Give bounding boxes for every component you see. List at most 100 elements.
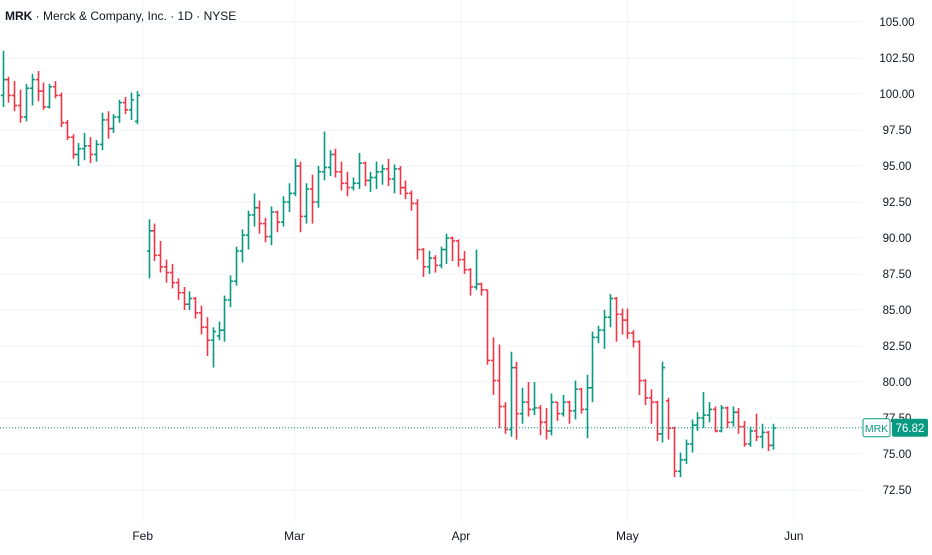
ohlc-bar bbox=[0, 50, 7, 107]
price-tag-symbol-bg bbox=[862, 418, 891, 438]
ohlc-bar bbox=[525, 382, 532, 417]
ohlc-bar bbox=[46, 83, 53, 109]
y-tick-label: 92.50 bbox=[883, 197, 912, 209]
ohlc-bar bbox=[116, 99, 123, 123]
ohlc-bar bbox=[735, 407, 742, 434]
ohlc-bar bbox=[443, 233, 450, 264]
ohlc-bar bbox=[578, 387, 585, 414]
y-tick-label: 90.00 bbox=[883, 233, 912, 245]
ohlc-bar bbox=[642, 379, 649, 406]
title-sep: · bbox=[35, 9, 40, 23]
ohlc-bar bbox=[543, 407, 550, 440]
price-axis[interactable]: 105.00 102.50 100.00 97.50 95.00 92.50 90.00 87… bbox=[879, 17, 914, 497]
ohlc-bar bbox=[601, 310, 608, 349]
ohlc-bar bbox=[700, 392, 707, 429]
ohlc-bar bbox=[262, 217, 269, 243]
ohlc-bar bbox=[426, 250, 433, 274]
ohlc-bar bbox=[694, 412, 701, 431]
ohlc-bar bbox=[613, 297, 620, 342]
symbol-ticker: MRK bbox=[5, 9, 33, 23]
ohlc-bar bbox=[461, 250, 468, 274]
ohlc-bar bbox=[134, 91, 141, 125]
y-tick-label: 102.50 bbox=[879, 53, 914, 65]
ohlc-bar bbox=[373, 161, 380, 190]
ohlc-bar bbox=[724, 406, 731, 429]
ohlc-bar bbox=[636, 340, 643, 395]
ohlc-bar bbox=[75, 142, 82, 166]
ohlc-bar bbox=[560, 394, 567, 417]
y-tick-label: 87.50 bbox=[883, 269, 912, 281]
y-tick-label: 82.50 bbox=[883, 341, 912, 353]
ohlc-bar bbox=[192, 297, 199, 319]
ohlc-bar bbox=[671, 426, 678, 478]
ohlc-bar bbox=[146, 219, 153, 279]
ohlc-bar bbox=[332, 148, 339, 178]
interval-label: 1D bbox=[177, 9, 193, 23]
y-tick-label: 72.50 bbox=[883, 485, 912, 497]
ohlc-bar bbox=[99, 112, 106, 151]
ohlc-bar bbox=[741, 420, 748, 447]
ohlc-bar bbox=[29, 73, 36, 106]
chart-title: MRK · Merck & Company, Inc. · 1D · NYSE bbox=[5, 9, 236, 23]
ohlc-bar bbox=[64, 119, 71, 141]
time-axis[interactable]: Feb Mar Apr May Jun bbox=[132, 529, 803, 543]
ohlc-bar bbox=[186, 291, 193, 310]
ohlc-bar bbox=[595, 325, 602, 344]
ohlc-bar bbox=[216, 321, 223, 341]
ohlc-bar bbox=[648, 389, 655, 424]
ohlc-bar bbox=[362, 161, 369, 187]
ohlc-bar bbox=[274, 210, 281, 233]
ohlc-bar bbox=[519, 387, 526, 424]
ohlc-bar bbox=[35, 70, 42, 102]
ohlc-bar bbox=[490, 337, 497, 395]
ohlc-bar bbox=[484, 289, 491, 365]
y-tick-label: 95.00 bbox=[883, 161, 912, 173]
ohlc-bar bbox=[297, 161, 304, 233]
ohlc-bar bbox=[321, 131, 328, 181]
ohlc-bar bbox=[467, 268, 474, 296]
ohlc-bar bbox=[268, 206, 275, 246]
ohlc-bar bbox=[654, 400, 661, 442]
ohlc-bar bbox=[502, 402, 509, 434]
ohlc-bar bbox=[151, 223, 158, 262]
ohlc-bar bbox=[508, 351, 515, 437]
ohlc-bar bbox=[23, 83, 30, 122]
ohlc-bar bbox=[233, 246, 240, 286]
ohlc-bar bbox=[630, 330, 637, 348]
ohlc-bar bbox=[566, 400, 573, 424]
ohlc-bar bbox=[70, 134, 77, 159]
x-tick-label: Jun bbox=[784, 529, 803, 543]
ohlc-bar bbox=[683, 439, 690, 465]
title-sep: · bbox=[170, 9, 175, 23]
ohlc-bar bbox=[256, 200, 263, 234]
y-tick-label: 85.00 bbox=[883, 305, 912, 317]
ohlc-bar bbox=[438, 246, 445, 269]
ohlc-bar bbox=[584, 374, 591, 439]
ohlc-bar bbox=[175, 278, 182, 300]
ohlc-bar bbox=[402, 180, 409, 200]
ohlc-bar bbox=[537, 405, 544, 436]
ohlc-bar bbox=[110, 114, 117, 133]
ohlc-bar bbox=[531, 382, 538, 416]
ohlc-bar bbox=[478, 282, 485, 296]
title-sep: · bbox=[196, 9, 201, 23]
ohlc-bar bbox=[17, 89, 24, 123]
ohlc-bar bbox=[239, 229, 246, 263]
ohlc-bar bbox=[58, 92, 65, 128]
ohlc-bar bbox=[5, 76, 12, 103]
ohlc-bars bbox=[0, 50, 777, 478]
ohlc-bar bbox=[449, 236, 456, 262]
y-tick-label: 100.00 bbox=[879, 89, 914, 101]
ohlc-bar bbox=[432, 255, 439, 273]
ohlc-bar bbox=[198, 305, 205, 335]
ohlc-bar bbox=[718, 405, 725, 433]
y-tick-label: 75.00 bbox=[883, 449, 912, 461]
ohlc-bar bbox=[338, 161, 345, 191]
ohlc-bar bbox=[52, 81, 59, 99]
ohlc-bar bbox=[677, 452, 684, 478]
ohlc-bar bbox=[414, 199, 421, 260]
ohlc-bar bbox=[280, 196, 287, 227]
ohlc-bar bbox=[245, 210, 252, 250]
